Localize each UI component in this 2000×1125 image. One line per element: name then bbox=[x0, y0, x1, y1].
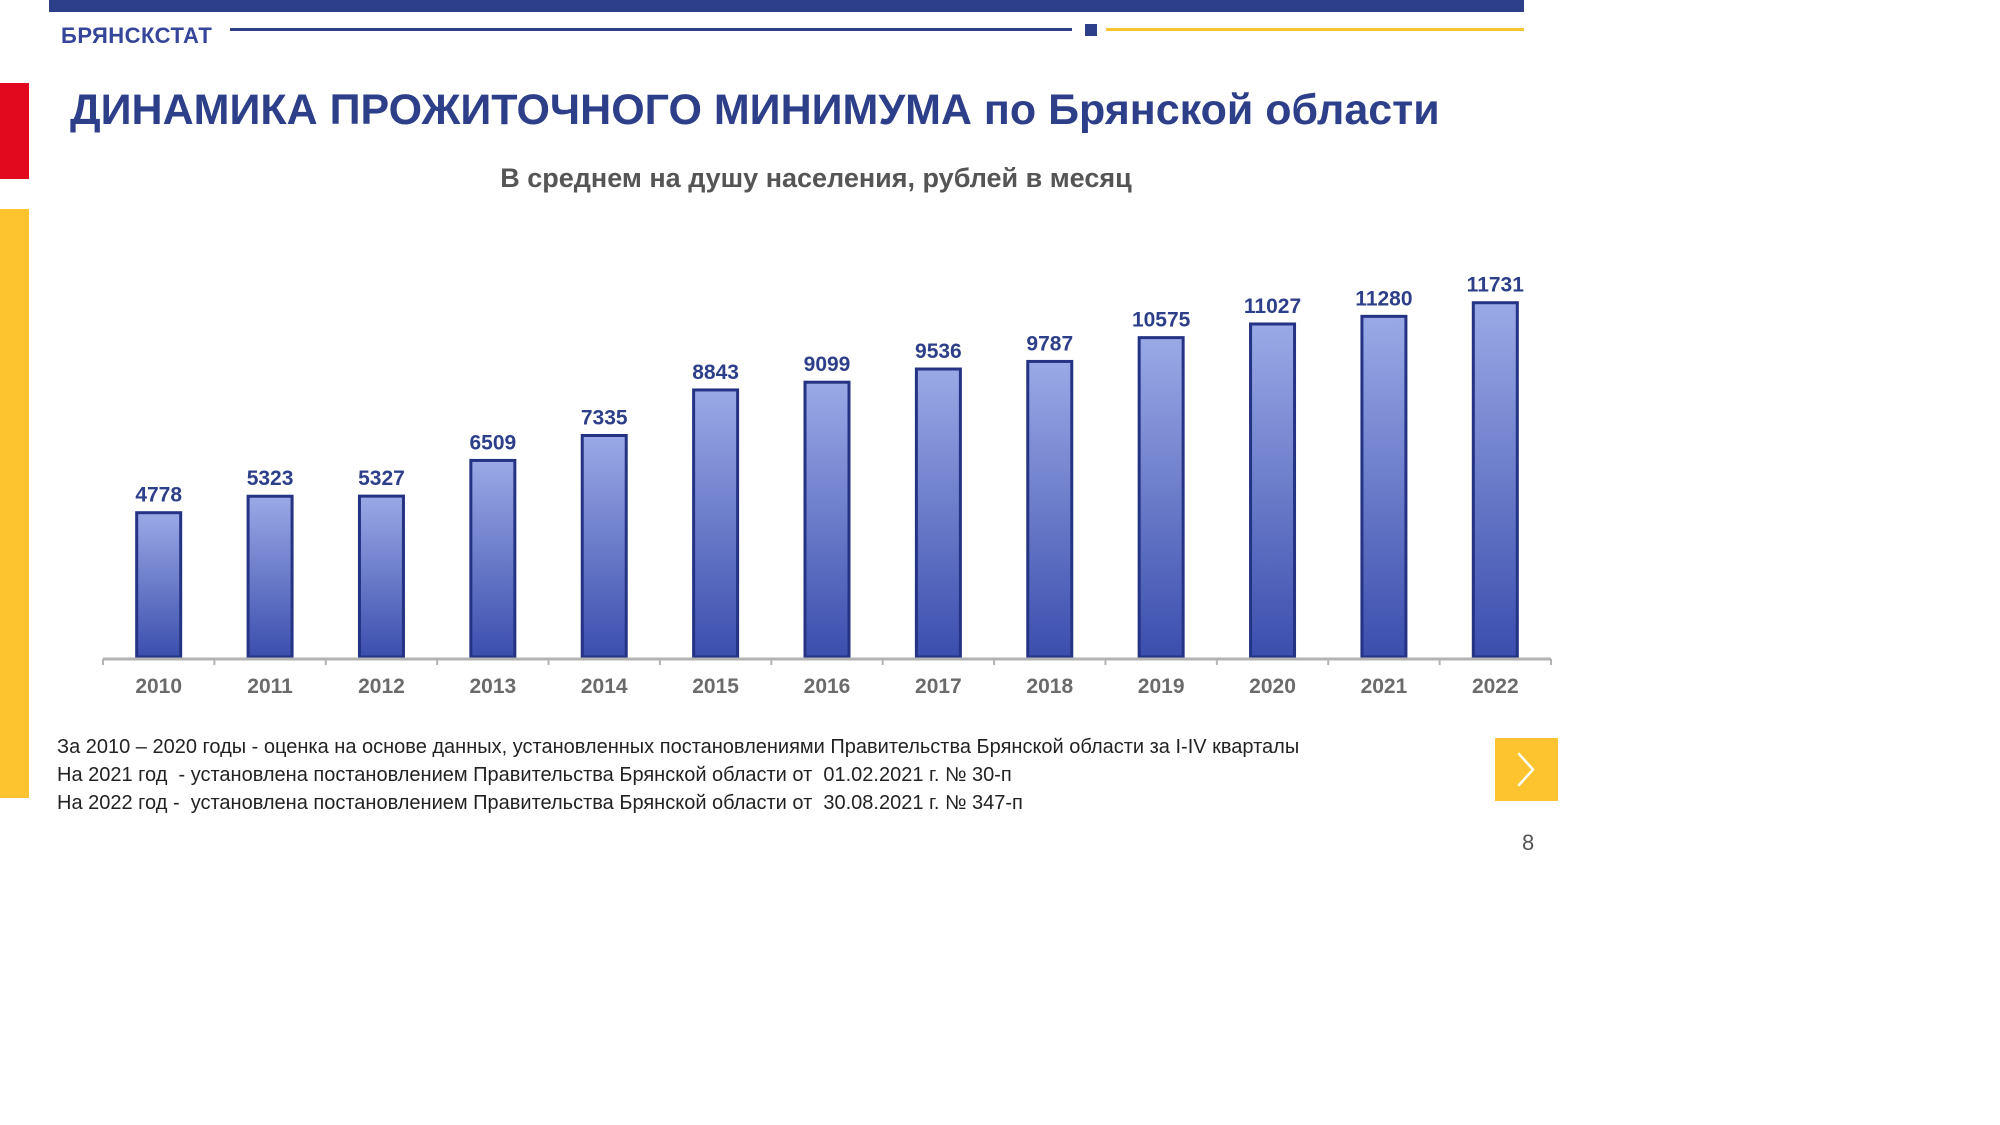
data-label: 11731 bbox=[1467, 274, 1525, 297]
data-label: 4778 bbox=[135, 484, 182, 507]
footnote: На 2022 год - установлена постановлением… bbox=[57, 792, 1023, 814]
bar-2016 bbox=[803, 380, 851, 659]
data-label: 7335 bbox=[581, 406, 628, 429]
bar-2020 bbox=[1249, 322, 1297, 659]
bar-2012 bbox=[357, 494, 405, 659]
bar-2015 bbox=[692, 388, 740, 659]
x-tick-label: 2020 bbox=[1249, 675, 1296, 698]
data-label: 9099 bbox=[804, 353, 851, 376]
data-label: 11027 bbox=[1244, 295, 1301, 318]
data-label: 5327 bbox=[358, 467, 405, 490]
x-tick-label: 2013 bbox=[469, 675, 516, 698]
bar-2014 bbox=[580, 433, 628, 659]
data-label: 11280 bbox=[1355, 287, 1412, 310]
x-tick-label: 2018 bbox=[1026, 675, 1073, 698]
header-rule-yellow bbox=[1106, 28, 1524, 31]
data-label: 10575 bbox=[1132, 309, 1191, 332]
bar-2011 bbox=[246, 494, 294, 659]
bar-2021 bbox=[1360, 314, 1408, 659]
next-slide-button[interactable] bbox=[1495, 738, 1558, 801]
bar-2017 bbox=[914, 367, 962, 659]
side-accent-red bbox=[0, 83, 29, 179]
data-label: 9536 bbox=[915, 340, 962, 363]
brand-name: БРЯНСКСТАТ bbox=[61, 23, 213, 48]
data-label: 9787 bbox=[1026, 332, 1073, 355]
x-tick-label: 2011 bbox=[247, 675, 293, 698]
x-tick-label: 2014 bbox=[581, 675, 628, 698]
data-label: 6509 bbox=[469, 431, 516, 454]
bar-2022 bbox=[1471, 301, 1519, 659]
header-square-marker bbox=[1085, 24, 1097, 36]
footnote: На 2021 год - установлена постановлением… bbox=[57, 764, 1012, 786]
bar-2013 bbox=[469, 458, 517, 659]
data-label: 5323 bbox=[247, 467, 294, 490]
x-tick-label: 2017 bbox=[915, 675, 962, 698]
x-tick-label: 2016 bbox=[804, 675, 851, 698]
x-axis: 2010 2011 2012 2013 2014 2015 2016 2017 2018 2019… bbox=[102, 657, 1552, 698]
chevron-right-icon bbox=[1517, 752, 1535, 787]
x-tick-label: 2012 bbox=[358, 675, 405, 698]
x-tick-label: 2015 bbox=[692, 675, 739, 698]
data-label: 8843 bbox=[692, 361, 739, 384]
page-number: 8 bbox=[1522, 830, 1535, 855]
bar-series: 4778 5323 5327 6509 7335 8843 9099 9536 9787 1057… bbox=[135, 274, 1525, 659]
header-rule-blue bbox=[230, 28, 1072, 31]
bar-2019 bbox=[1137, 336, 1185, 659]
top-accent-bar bbox=[49, 0, 1524, 12]
bar-2018 bbox=[1026, 359, 1074, 659]
x-tick-label: 2019 bbox=[1138, 675, 1185, 698]
page-title: ДИНАМИКА ПРОЖИТОЧНОГО МИНИМУМА по Брянск… bbox=[70, 86, 1440, 134]
bar-2010 bbox=[135, 511, 183, 659]
bar-chart: 4778 5323 5327 6509 7335 8843 9099 9536 9787 1057… bbox=[102, 274, 1552, 698]
x-tick-label: 2021 bbox=[1361, 675, 1408, 698]
footnote: За 2010 – 2020 годы - оценка на основе д… bbox=[57, 736, 1300, 758]
x-tick-label: 2022 bbox=[1472, 675, 1519, 698]
side-accent-yellow bbox=[0, 209, 29, 798]
chart-subtitle: В среднем на душу населения, рублей в ме… bbox=[500, 163, 1132, 193]
x-tick-label: 2010 bbox=[135, 675, 182, 698]
footnotes: За 2010 – 2020 годы - оценка на основе д… bbox=[57, 733, 1299, 817]
